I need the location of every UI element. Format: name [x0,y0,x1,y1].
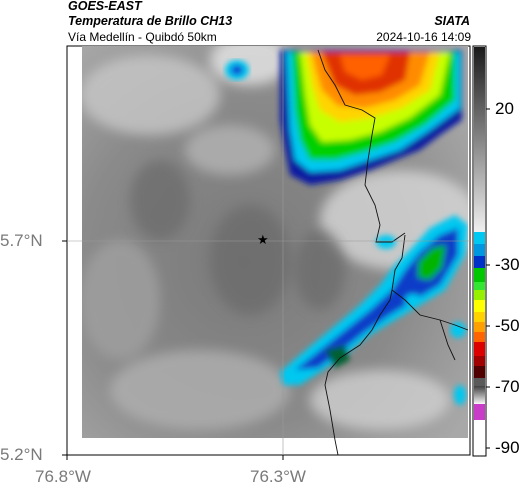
colorbar-tick-label: 20 [495,99,514,118]
colorbar-tick-label: -70 [495,377,520,396]
route-subtitle: Vía Medellín - Quibdó 50km [68,30,217,44]
star-icon: ★ [257,232,269,247]
org-name: SIATA [434,14,470,28]
colorbar-ticks [486,108,490,449]
satellite-name: GOES-EAST [68,0,142,13]
colorbar-tick-label: -90 [495,438,520,457]
brightness-image [82,46,468,438]
colorbar-tick-label: -50 [495,316,520,335]
lat-label: 5.2°N [0,445,43,464]
axis-ticks [62,240,284,460]
lon-label: 76.3°W [250,467,306,486]
timestamp: 2024-10-16 14:09 [376,30,471,44]
colorbar-tick-label: -30 [495,255,520,274]
boundary-lines [317,49,469,456]
colorbar [472,45,487,457]
location-marker: ★ [257,231,269,249]
lat-label: 5.7°N [0,231,43,250]
lon-label: 76.8°W [35,467,91,486]
gridlines [67,46,470,455]
product-title: Temperatura de Brillo CH13 [68,14,233,28]
